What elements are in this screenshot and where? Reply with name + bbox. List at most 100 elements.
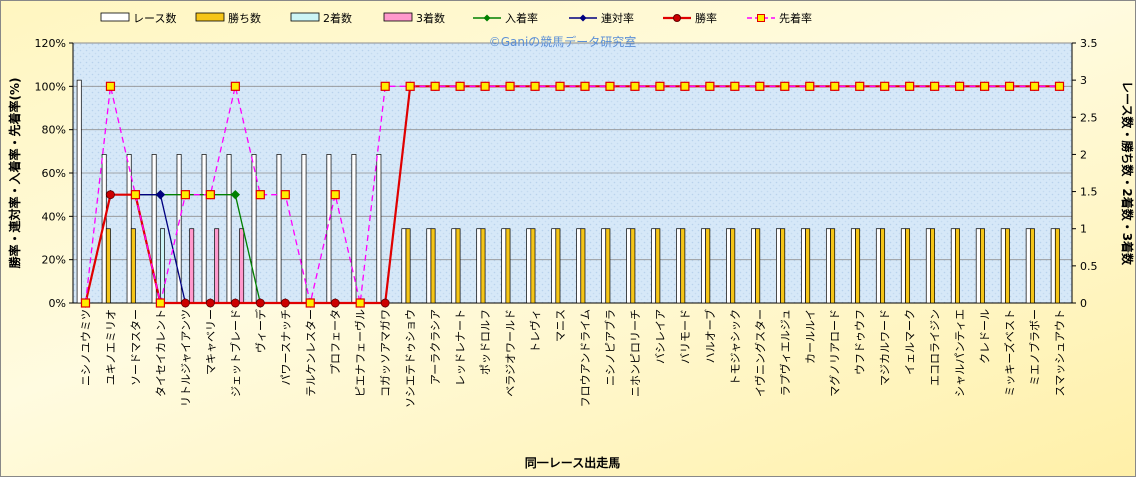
bar-レース数 xyxy=(201,154,207,304)
x-category-label: リトルジャイアンツ xyxy=(179,309,192,407)
legend-marker xyxy=(757,14,765,22)
marker-勝率 xyxy=(230,298,240,308)
bar-勝ち数 xyxy=(105,228,111,304)
x-category-label: トレヴィ xyxy=(528,309,542,353)
bar-勝ち数 xyxy=(555,228,561,304)
left-tick-label: 20% xyxy=(42,254,66,267)
marker-先着率 xyxy=(80,298,91,308)
bar-勝ち数 xyxy=(680,228,686,304)
right-tick-label: 3.5 xyxy=(1080,37,1098,50)
marker-先着率 xyxy=(1029,81,1040,91)
x-category-label: レッドレナート xyxy=(454,309,467,386)
bar-勝ち数 xyxy=(530,228,536,304)
marker-先着率 xyxy=(755,81,765,91)
x-category-label: エコロライジン xyxy=(929,309,942,386)
bar-3着数 xyxy=(239,228,245,304)
bar-レース数 xyxy=(476,228,482,304)
right-tick-label: 2 xyxy=(1080,148,1087,161)
marker-勝率 xyxy=(106,190,115,200)
bar-勝ち数 xyxy=(980,228,985,304)
x-category-label: マジカルワード xyxy=(879,309,892,386)
bar-レース数 xyxy=(751,228,756,304)
bar-レース数 xyxy=(576,228,582,304)
bar-レース数 xyxy=(1025,228,1031,304)
right-axis-title: レース数・勝ち数・2着数・3着数 xyxy=(1120,81,1135,266)
bar-レース数 xyxy=(151,154,157,304)
bar-レース数 xyxy=(401,228,407,304)
x-category-label: ユキノエミリオ xyxy=(104,309,117,385)
bar-レース数 xyxy=(975,228,981,304)
bar-レース数 xyxy=(451,228,457,304)
right-tick-label: 2.5 xyxy=(1080,111,1098,124)
x-category-label: マキャベリー xyxy=(204,309,217,375)
legend-swatch xyxy=(383,12,413,22)
left-tick-label: 120% xyxy=(35,37,66,50)
x-category-label: フロウアンドライム xyxy=(579,309,592,407)
marker-勝率 xyxy=(380,298,390,308)
bar-レース数 xyxy=(1000,228,1006,304)
bar-レース数 xyxy=(676,228,682,304)
bar-レース数 xyxy=(925,228,931,304)
legend-label: 3着数 xyxy=(416,11,445,25)
bar-勝ち数 xyxy=(1029,228,1035,304)
marker-先着率 xyxy=(330,190,340,200)
bar-レース数 xyxy=(825,228,831,304)
marker-先着率 xyxy=(280,190,290,200)
marker-先着率 xyxy=(605,81,615,91)
bar-レース数 xyxy=(801,228,806,304)
x-category-label: マグノリアロード xyxy=(828,309,842,397)
marker-先着率 xyxy=(155,298,166,308)
bar-レース数 xyxy=(226,154,232,304)
marker-連対率 xyxy=(155,189,166,200)
bar-レース数 xyxy=(900,228,906,304)
x-category-label: ヴィーデ xyxy=(253,309,267,353)
x-category-label: ミエノブラボー xyxy=(1028,309,1042,386)
bar-勝ち数 xyxy=(955,228,960,304)
bar-勝ち数 xyxy=(905,228,911,304)
bar-勝ち数 xyxy=(605,228,611,304)
legend-label: 勝率 xyxy=(695,11,717,25)
watermark: ©Ganiの競馬データ研究室 xyxy=(489,34,637,49)
x-category-label: ニシノユウミツ xyxy=(79,309,92,386)
bar-勝ち数 xyxy=(880,228,886,304)
bar-勝ち数 xyxy=(730,228,736,304)
marker-先着率 xyxy=(180,190,190,200)
bar-勝ち数 xyxy=(580,228,586,304)
marker-先着率 xyxy=(430,81,440,91)
x-category-label: クレドール xyxy=(979,309,992,364)
marker-先着率 xyxy=(580,81,590,91)
marker-先着率 xyxy=(705,81,715,91)
marker-先着率 xyxy=(830,81,840,91)
marker-先着率 xyxy=(130,190,141,200)
bar-勝ち数 xyxy=(480,228,486,304)
bar-勝ち数 xyxy=(505,228,511,304)
bar-勝ち数 xyxy=(755,228,761,304)
left-tick-label: 0% xyxy=(49,297,66,310)
marker-先着率 xyxy=(505,81,515,91)
marker-先着率 xyxy=(455,81,465,91)
bar-レース数 xyxy=(875,228,881,304)
legend-label: 入着率 xyxy=(505,11,538,25)
marker-先着率 xyxy=(1004,81,1015,91)
bar-レース数 xyxy=(850,228,856,304)
legend-label: 2着数 xyxy=(323,11,352,25)
marker-先着率 xyxy=(905,81,915,91)
bar-レース数 xyxy=(551,228,557,304)
bar-勝ち数 xyxy=(430,228,436,304)
bar-勝ち数 xyxy=(1054,228,1060,304)
marker-先着率 xyxy=(655,81,665,91)
x-category-label: カールルイ xyxy=(804,309,817,364)
marker-先着率 xyxy=(305,298,315,308)
bar-レース数 xyxy=(651,228,657,304)
x-category-label: ポッドロルフ xyxy=(479,309,492,375)
bar-レース数 xyxy=(601,228,607,304)
bar-勝ち数 xyxy=(830,228,836,304)
marker-先着率 xyxy=(630,81,640,91)
marker-先着率 xyxy=(480,81,490,91)
x-category-label: ニホンピロリーチ xyxy=(629,309,642,397)
legend-marker xyxy=(673,14,681,22)
x-category-label: コガッソアマガワ xyxy=(379,309,392,397)
marker-先着率 xyxy=(105,81,116,91)
bar-レース数 xyxy=(726,228,731,304)
right-tick-label: 1.5 xyxy=(1080,186,1098,199)
